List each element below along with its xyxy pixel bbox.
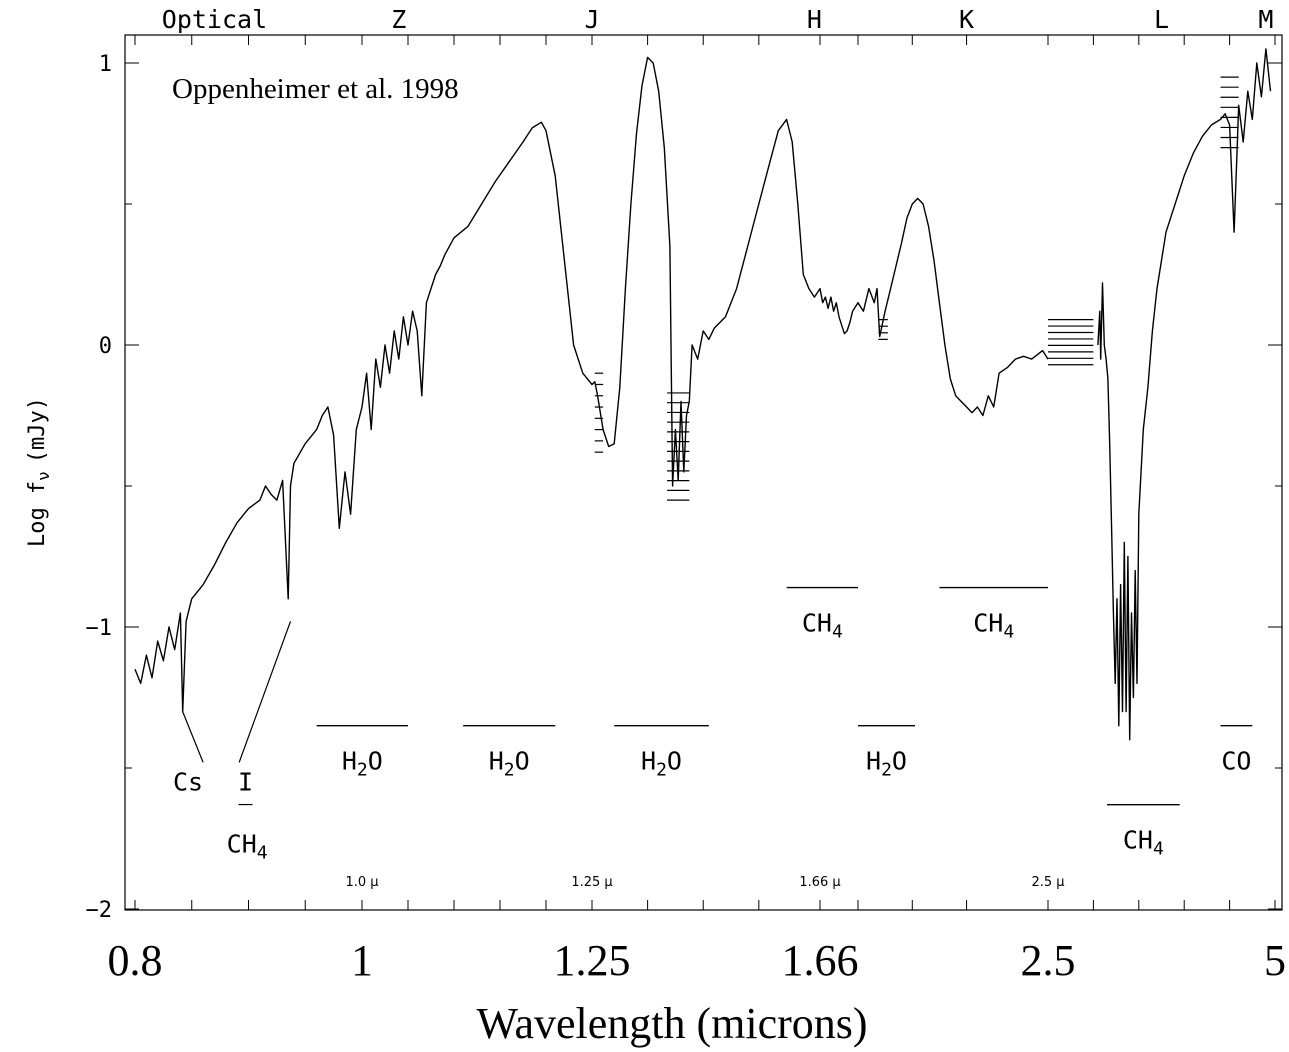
right-axis-ticks (1268, 62, 1282, 910)
band-labels: Optical Z J H K L M (162, 5, 1274, 34)
x-tick-label: 5 (1264, 936, 1286, 985)
top-axis-ticks (134, 35, 1276, 45)
y-axis-label-unit: (mJy) (25, 397, 50, 463)
atomic-label: CH4 (227, 830, 268, 864)
feature-label-tail: O (368, 747, 383, 776)
y-axis-label-main: Log f (25, 481, 50, 547)
feature-label: H2O (489, 747, 530, 781)
atomic-label-subscript: 4 (257, 843, 268, 864)
atomic-label-species: I (238, 768, 253, 797)
x-tick-label: 1 (351, 936, 373, 985)
x-tick-label: 1.66 (782, 936, 859, 985)
feature-label-subscript: 2 (504, 760, 515, 781)
inner-x-label: 1.0 μ (345, 875, 378, 890)
feature-label: H2O (641, 747, 682, 781)
y-axis-label-sub: ν (34, 471, 53, 481)
feature-label-subscript: 2 (656, 760, 667, 781)
bottom-axis-ticks (134, 900, 1276, 910)
spectrum-series (134, 48, 1272, 741)
band-label: J (584, 5, 599, 34)
band-label: L (1154, 5, 1169, 34)
feature-label: CH4 (1123, 826, 1164, 860)
feature-label-subscript: 2 (881, 760, 892, 781)
spectrum-line-1 (134, 56, 1049, 713)
feature-label: CO (1221, 747, 1251, 776)
feature-label: H2O (342, 747, 383, 781)
band-label: M (1258, 5, 1273, 34)
feature-label-species: CH (973, 609, 1003, 638)
x-tick-label: 2.5 (1021, 936, 1076, 985)
y-tick-label: −2 (86, 898, 113, 923)
y-axis-label: Log fν (mJy) (25, 397, 53, 547)
atomic-label: Cs (173, 768, 203, 797)
band-label: H (807, 5, 822, 34)
feature-label-tail: O (667, 747, 682, 776)
feature-label-subscript: 4 (1003, 622, 1014, 643)
y-tick-labels: 1 0 −1 −2 (86, 52, 113, 923)
inner-x-label: 1.66 μ (799, 875, 840, 890)
band-label: K (959, 5, 974, 34)
feature-label-subscript: 4 (1153, 839, 1164, 860)
feature-label-species: H (342, 747, 357, 776)
atomic-label: I (238, 768, 253, 797)
inner-x-label: 1.25 μ (571, 875, 612, 890)
upper-limit-markers (594, 76, 1239, 501)
feature-label-tail: O (515, 747, 530, 776)
feature-label-species: CH (802, 609, 832, 638)
atomic-line-labels: Cs I CH4 (173, 621, 292, 864)
feature-label-species: CO (1221, 747, 1251, 776)
plot-frame (124, 34, 1283, 911)
feature-label-species: CH (1123, 826, 1153, 855)
feature-label-subscript: 2 (357, 760, 368, 781)
annotation-text: Oppenheimer et al. 1998 (172, 73, 459, 105)
feature-label-species: H (641, 747, 656, 776)
atomic-connector (182, 711, 204, 763)
feature-label-species: H (866, 747, 881, 776)
atomic-label-species: CH (227, 830, 257, 859)
atomic-label-species: Cs (173, 768, 203, 797)
inner-x-label: 2.5 μ (1031, 875, 1064, 890)
y-tick-label: −1 (86, 616, 113, 641)
band-label: Z (391, 5, 406, 34)
x-tick-label: 0.8 (108, 936, 163, 985)
feature-label-species: H (489, 747, 504, 776)
band-label: Optical (162, 5, 267, 34)
x-tick-labels: 0.8 1 1.25 1.66 2.5 5 (108, 936, 1287, 985)
feature-label: H2O (866, 747, 907, 781)
feature-label-tail: O (892, 747, 907, 776)
feature-label: CH4 (802, 609, 843, 643)
y-tick-label: 0 (99, 334, 112, 359)
x-tick-label: 1.25 (554, 936, 631, 985)
feature-label-subscript: 4 (832, 622, 843, 643)
left-axis-ticks (125, 62, 139, 910)
feature-label: CH4 (973, 609, 1014, 643)
inner-x-labels: 1.0 μ 1.25 μ 1.66 μ 2.5 μ (345, 875, 1064, 890)
y-tick-label: 1 (99, 52, 112, 77)
spectrum-line-2 (1097, 48, 1272, 741)
x-axis-label: Wavelength (microns) (476, 999, 867, 1048)
atomic-connector (238, 621, 292, 763)
